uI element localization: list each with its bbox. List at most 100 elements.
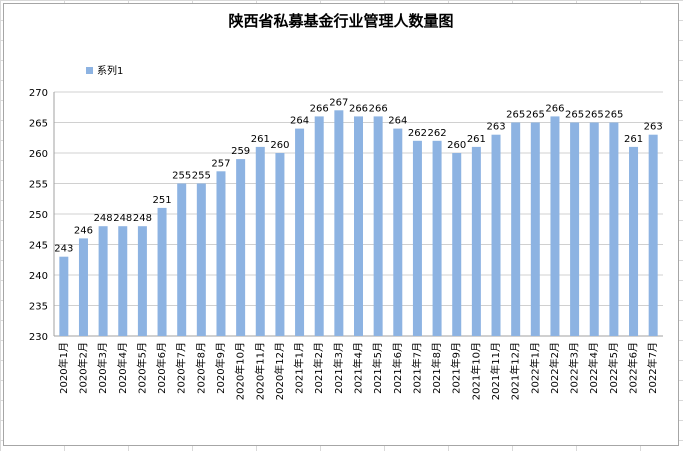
x-tick-label: 2022年5月 <box>607 342 620 394</box>
bar <box>157 207 167 336</box>
data-label: 265 <box>506 110 525 121</box>
y-tick-label: 250 <box>29 210 48 221</box>
x-tick-label: 2022年1月 <box>528 342 541 394</box>
y-tick-label: 265 <box>29 119 48 130</box>
y-tick-label: 255 <box>29 180 48 191</box>
bar <box>59 256 69 336</box>
data-label: 266 <box>545 103 564 114</box>
x-tick-label: 2020年8月 <box>194 342 207 394</box>
bar <box>216 171 226 336</box>
data-label: 266 <box>310 103 329 114</box>
x-tick-label: 2022年2月 <box>548 342 561 394</box>
y-tick-label: 230 <box>29 332 48 343</box>
bar <box>452 153 462 336</box>
bar <box>295 128 305 336</box>
bar <box>491 134 501 336</box>
data-label: 265 <box>526 110 545 121</box>
data-label: 265 <box>565 110 584 121</box>
bar <box>648 134 658 336</box>
legend: 系列1 <box>86 64 123 77</box>
bar <box>78 238 88 336</box>
data-label: 261 <box>251 134 270 145</box>
bar <box>196 183 206 336</box>
data-label: 265 <box>585 110 604 121</box>
data-label: 257 <box>211 158 230 169</box>
data-label: 264 <box>388 116 407 127</box>
x-tick-label: 2020年4月 <box>116 342 129 394</box>
bar <box>412 140 422 336</box>
data-label: 262 <box>408 128 427 139</box>
data-label: 255 <box>172 171 191 182</box>
x-tick-label: 2021年4月 <box>352 342 365 394</box>
bar <box>530 122 540 336</box>
bar <box>118 226 128 336</box>
data-label: 248 <box>113 213 132 224</box>
x-tick-label: 2020年3月 <box>96 342 109 394</box>
x-tick-label: 2021年7月 <box>410 342 423 394</box>
x-tick-label: 2020年12月 <box>273 342 286 400</box>
x-tick-label: 2022年7月 <box>646 342 659 394</box>
data-label: 248 <box>133 213 152 224</box>
bar <box>511 122 521 336</box>
data-label: 266 <box>349 103 368 114</box>
legend-swatch <box>86 67 93 74</box>
data-label: 246 <box>74 225 93 236</box>
x-tick-label: 2022年6月 <box>627 342 640 394</box>
bar <box>471 146 481 336</box>
x-tick-label: 2021年9月 <box>450 342 463 394</box>
bar <box>589 122 599 336</box>
bar <box>550 116 560 337</box>
data-label: 255 <box>192 171 211 182</box>
bar <box>177 183 187 336</box>
data-label: 262 <box>428 128 447 139</box>
data-label: 266 <box>369 103 388 114</box>
bar <box>137 226 147 336</box>
bar <box>570 122 580 336</box>
bar <box>354 116 363 337</box>
x-tick-label: 2021年5月 <box>371 342 384 394</box>
bar <box>393 128 403 336</box>
x-tick-label: 2021年12月 <box>509 342 522 400</box>
bar <box>275 153 285 336</box>
x-tick-label: 2021年2月 <box>312 342 325 394</box>
data-label: 243 <box>54 244 73 255</box>
bar <box>236 159 246 336</box>
data-label: 264 <box>290 116 309 127</box>
x-tick-label: 2021年3月 <box>332 342 345 394</box>
x-tick-label: 2020年1月 <box>57 342 70 394</box>
x-axis-ticks: 2020年1月 2020年2月 2020年3月 2020年4月 2020年5月 2020年… <box>57 342 659 400</box>
x-tick-label: 2021年10月 <box>469 342 482 400</box>
bar <box>609 122 619 336</box>
x-tick-label: 2020年2月 <box>76 342 89 394</box>
y-tick-label: 245 <box>29 241 48 252</box>
bar <box>432 140 442 336</box>
x-tick-label: 2021年11月 <box>489 342 502 400</box>
chart-title: 陕西省私募基金行业管理人数量图 <box>228 12 453 30</box>
legend-entry: 系列1 <box>97 64 123 77</box>
x-tick-label: 2021年1月 <box>293 342 306 394</box>
data-label: 260 <box>270 140 289 151</box>
x-tick-label: 2021年6月 <box>391 342 404 394</box>
bar <box>98 226 108 336</box>
data-label: 265 <box>604 110 623 121</box>
data-label: 248 <box>94 213 113 224</box>
x-tick-label: 2020年9月 <box>214 342 227 394</box>
data-label: 267 <box>329 97 348 108</box>
data-label: 263 <box>486 122 505 133</box>
x-tick-label: 2020年7月 <box>175 342 188 394</box>
bar <box>629 146 639 336</box>
x-tick-label: 2020年5月 <box>135 342 148 394</box>
bar <box>314 116 324 337</box>
x-tick-label: 2020年6月 <box>155 342 168 394</box>
data-label: 263 <box>644 122 663 133</box>
data-label: 261 <box>624 134 643 145</box>
data-label: 260 <box>447 140 466 151</box>
bar <box>373 116 383 337</box>
x-tick-label: 2022年3月 <box>568 342 581 394</box>
y-tick-label: 260 <box>29 149 48 160</box>
bar <box>334 110 344 336</box>
x-tick-label: 2020年11月 <box>253 342 266 400</box>
y-tick-label: 270 <box>29 88 48 99</box>
